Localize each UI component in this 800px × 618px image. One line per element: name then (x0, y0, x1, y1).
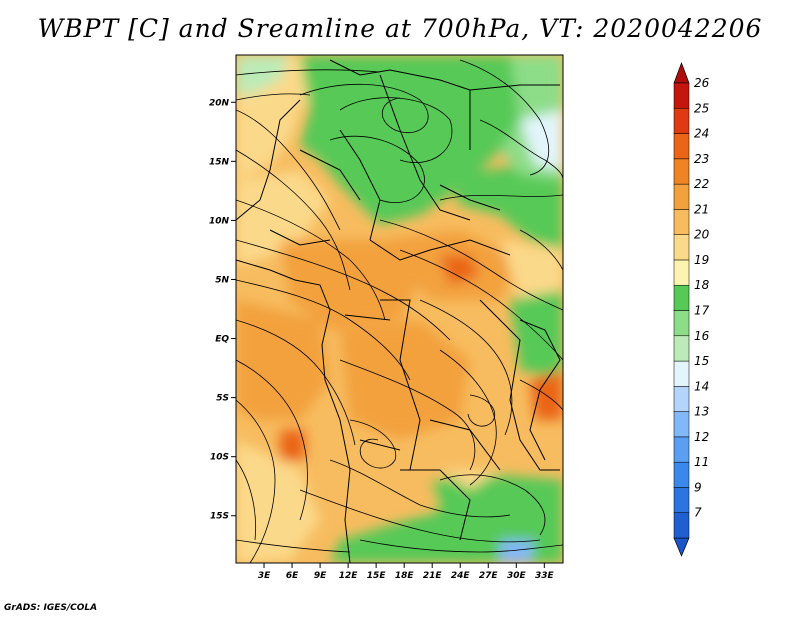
lat-tick-label: EQ (215, 335, 229, 345)
colorbar-bottom-arrow (673, 537, 690, 557)
colorbar-swatch (673, 133, 690, 160)
lat-tick-label: 10N (209, 216, 230, 226)
colorbar-swatch (673, 411, 690, 438)
plot-frame (235, 54, 564, 564)
lon-tick-label: 3E (258, 571, 271, 581)
lon-tick-label: 30E (507, 571, 527, 581)
lon-tick-label: 18E (395, 571, 415, 581)
streamlines (236, 59, 563, 563)
colorbar-swatch (673, 82, 690, 109)
colorbar-swatch (673, 360, 690, 387)
colorbar-swatch (673, 310, 690, 337)
colorbar-label: 22 (694, 177, 709, 191)
colorbar-swatch (673, 386, 690, 412)
colorbar-swatch (673, 512, 690, 539)
colorbar-label: 16 (694, 329, 710, 343)
lat-tick-label: 5S (216, 394, 229, 404)
colorbar-label: 21 (694, 202, 709, 216)
lon-tick-label: 24E (451, 571, 471, 581)
colorbar-top-arrow (673, 62, 690, 84)
lon-tick-label: 9E (314, 571, 327, 581)
colorbar-swatch (673, 234, 690, 261)
colorbar-swatch (673, 487, 690, 513)
colorbar-label: 12 (694, 430, 709, 444)
colorbar-swatch (673, 461, 690, 488)
lat-tick-label: 20N (209, 98, 230, 108)
colorbar-swatch (673, 108, 690, 134)
colorbar-label: 24 (694, 127, 709, 141)
colorbar-label: 20 (694, 228, 710, 242)
colorbar-label: 18 (694, 278, 710, 292)
latitude-axis: 20N 15N 10N 5N EQ 5S 10S 15S (209, 98, 236, 522)
lat-tick-label: 5N (215, 275, 229, 285)
colorbar-swatch (673, 335, 690, 362)
colorbar-swatch (673, 158, 690, 185)
colorbar-swatch (673, 259, 690, 286)
colorbar-label: 14 (694, 379, 709, 393)
colorbar-label: 11 (694, 455, 709, 469)
lat-tick-label: 15S (210, 512, 229, 522)
lon-tick-label: 21E (423, 571, 443, 581)
lon-tick-label: 6E (286, 571, 299, 581)
colorbar: 7 9 11 12 13 14 15 16 17 18 19 20 21 22 23 24 25 26 (673, 62, 710, 557)
credit-label: GrADS: IGES/COLA (4, 603, 98, 613)
lon-tick-label: 15E (367, 571, 387, 581)
lon-tick-label: 33E (535, 571, 555, 581)
lon-tick-label: 12E (339, 571, 359, 581)
colorbar-label: 19 (694, 253, 709, 267)
country-borders (236, 59, 561, 563)
colorbar-swatch (673, 183, 690, 210)
colorbar-label: 13 (694, 405, 709, 419)
longitude-axis: 3E 6E 9E 12E 15E 18E 21E 24E 27E 30E 33E (258, 563, 555, 581)
colorbar-label: 9 (694, 480, 702, 494)
colorbar-label: 25 (694, 101, 709, 115)
colorbar-label: 26 (694, 76, 710, 90)
colorbar-swatch (673, 436, 690, 463)
colorbar-label: 23 (694, 152, 709, 166)
map-title: WBPT [C] and Sreamline at 700hPa, VT: 20… (37, 14, 763, 43)
colorbar-label: 17 (694, 304, 710, 318)
lat-tick-label: 10S (210, 453, 229, 463)
lon-tick-label: 27E (479, 571, 499, 581)
colorbar-label: 7 (694, 506, 702, 520)
colorbar-label: 15 (694, 354, 709, 368)
colorbar-swatch (673, 209, 690, 235)
colorbar-swatch (673, 284, 690, 311)
lat-tick-label: 15N (209, 157, 230, 167)
